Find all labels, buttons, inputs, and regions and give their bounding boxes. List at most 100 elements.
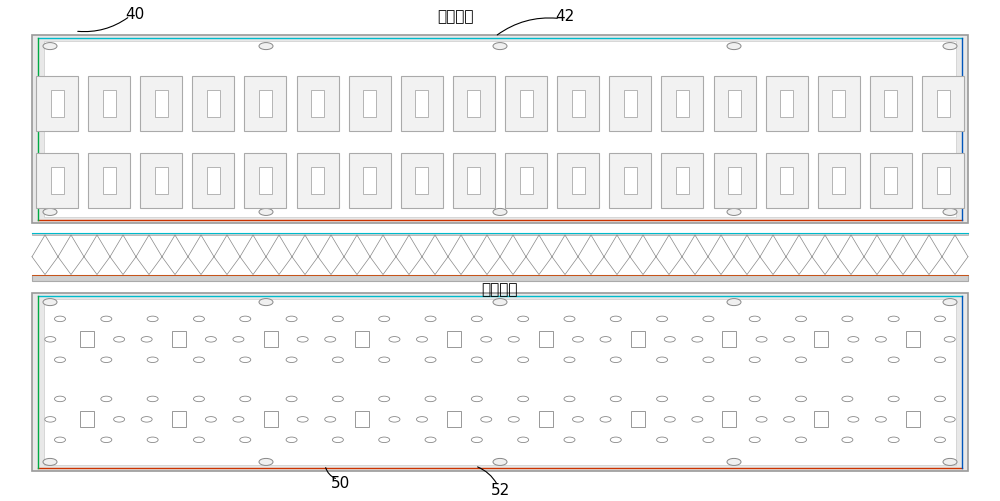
Circle shape: [508, 337, 519, 342]
Circle shape: [610, 357, 621, 363]
Circle shape: [379, 316, 390, 322]
Circle shape: [286, 437, 297, 442]
Circle shape: [233, 417, 244, 422]
Circle shape: [45, 417, 56, 422]
Bar: [103, 167, 116, 194]
Circle shape: [193, 437, 204, 442]
Circle shape: [943, 43, 957, 50]
Circle shape: [610, 437, 621, 442]
Circle shape: [379, 357, 390, 363]
Bar: [505, 76, 547, 131]
Circle shape: [416, 337, 427, 342]
Circle shape: [842, 357, 853, 363]
Circle shape: [286, 357, 297, 363]
Circle shape: [749, 437, 760, 442]
Circle shape: [259, 458, 273, 465]
Circle shape: [703, 357, 714, 363]
Circle shape: [332, 437, 343, 442]
Circle shape: [692, 337, 703, 342]
Bar: [906, 411, 920, 427]
Bar: [884, 90, 897, 117]
Bar: [722, 411, 736, 427]
Circle shape: [935, 396, 946, 402]
Circle shape: [518, 316, 529, 322]
Circle shape: [193, 357, 204, 363]
Bar: [44, 41, 956, 217]
Circle shape: [54, 396, 66, 402]
Circle shape: [935, 316, 946, 322]
Circle shape: [493, 43, 507, 50]
Bar: [631, 411, 645, 427]
Bar: [155, 167, 168, 194]
Bar: [36, 153, 78, 208]
Bar: [467, 90, 480, 117]
Bar: [609, 76, 651, 131]
Bar: [244, 76, 286, 131]
Circle shape: [784, 337, 795, 342]
Circle shape: [657, 316, 668, 322]
Circle shape: [240, 316, 251, 322]
Bar: [311, 90, 324, 117]
Bar: [80, 331, 94, 347]
Bar: [355, 411, 369, 427]
Bar: [832, 90, 845, 117]
Circle shape: [240, 437, 251, 442]
Circle shape: [43, 43, 57, 50]
Bar: [766, 153, 808, 208]
Circle shape: [481, 417, 492, 422]
Circle shape: [944, 417, 955, 422]
Circle shape: [796, 437, 807, 442]
Circle shape: [493, 458, 507, 465]
Bar: [50, 90, 64, 117]
Bar: [32, 35, 968, 223]
Circle shape: [43, 208, 57, 215]
Circle shape: [101, 357, 112, 363]
Bar: [88, 153, 130, 208]
Bar: [728, 90, 741, 117]
Circle shape: [332, 357, 343, 363]
Bar: [520, 90, 533, 117]
Circle shape: [416, 417, 427, 422]
Circle shape: [471, 357, 482, 363]
Bar: [922, 76, 964, 131]
Bar: [539, 331, 553, 347]
Bar: [453, 76, 495, 131]
Circle shape: [205, 417, 216, 422]
Bar: [818, 153, 860, 208]
Bar: [36, 76, 78, 131]
Circle shape: [379, 437, 390, 442]
Circle shape: [564, 396, 575, 402]
Circle shape: [796, 316, 807, 322]
Circle shape: [727, 299, 741, 306]
Bar: [415, 167, 428, 194]
Circle shape: [600, 337, 611, 342]
Bar: [207, 90, 220, 117]
Circle shape: [240, 396, 251, 402]
Circle shape: [259, 208, 273, 215]
Circle shape: [943, 299, 957, 306]
Circle shape: [471, 396, 482, 402]
Circle shape: [657, 396, 668, 402]
Circle shape: [564, 316, 575, 322]
Bar: [363, 167, 376, 194]
Circle shape: [45, 337, 56, 342]
Text: 50: 50: [330, 476, 350, 491]
Bar: [714, 76, 756, 131]
Circle shape: [325, 337, 336, 342]
Circle shape: [493, 208, 507, 215]
Bar: [50, 167, 64, 194]
Circle shape: [888, 357, 899, 363]
Circle shape: [147, 437, 158, 442]
Bar: [447, 411, 461, 427]
Circle shape: [848, 337, 859, 342]
Circle shape: [796, 396, 807, 402]
Circle shape: [332, 316, 343, 322]
Bar: [297, 153, 339, 208]
Circle shape: [692, 417, 703, 422]
Bar: [401, 153, 443, 208]
Bar: [832, 167, 845, 194]
Bar: [244, 153, 286, 208]
Circle shape: [784, 417, 795, 422]
Bar: [349, 76, 391, 131]
Circle shape: [749, 396, 760, 402]
